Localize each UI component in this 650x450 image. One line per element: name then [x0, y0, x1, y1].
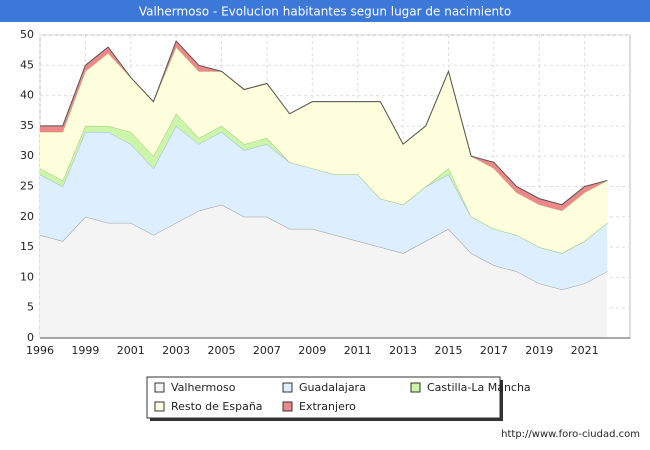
y-tick-label: 50: [20, 28, 34, 41]
x-tick-label: 2019: [525, 344, 553, 357]
legend-swatch: [282, 382, 293, 393]
area-edge: [40, 40, 608, 206]
x-tick-label: 2009: [298, 344, 326, 357]
y-tick-label: 35: [20, 119, 34, 132]
legend-label: Extranjero: [299, 400, 356, 413]
chart-title: Valhermoso - Evolucion habitantes segun …: [139, 5, 511, 19]
legend-label: Castilla-La Mancha: [427, 381, 531, 394]
legend-swatch: [410, 382, 421, 393]
legend-label: Resto de España: [171, 400, 263, 413]
y-tick-label: 30: [20, 149, 34, 162]
legend-swatch: [282, 401, 293, 412]
area: [40, 125, 608, 290]
legend-swatch: [154, 382, 165, 393]
title-bar: [0, 0, 650, 22]
area: [40, 47, 608, 254]
legend-label: Valhermoso: [171, 381, 236, 394]
y-tick-label: 15: [20, 240, 34, 253]
y-tick-label: 40: [20, 89, 34, 102]
x-tick-label: 2001: [117, 344, 145, 357]
x-tick-label: 2021: [571, 344, 599, 357]
x-tick-label: 2007: [253, 344, 281, 357]
y-tick-label: 25: [20, 180, 34, 193]
footer: http://www.foro-ciudad.com: [501, 429, 640, 440]
x-tick-label: 2005: [208, 344, 236, 357]
legend-swatch: [154, 401, 165, 412]
y-tick-label: 5: [27, 301, 34, 314]
x-tick-label: 2015: [434, 344, 462, 357]
y-tick-label: 0: [27, 331, 34, 344]
y-tick-label: 45: [20, 58, 34, 71]
area: [40, 204, 608, 338]
y-tick-label: 10: [20, 270, 34, 283]
x-tick-label: 2003: [162, 344, 190, 357]
legend-label: Guadalajara: [299, 381, 366, 394]
y-tick-label: 20: [20, 210, 34, 223]
x-tick-label: 1999: [71, 344, 99, 357]
area: [40, 41, 608, 211]
x-tick-label: 1996: [26, 344, 54, 357]
area: [40, 113, 608, 254]
x-tick-label: 2011: [344, 344, 372, 357]
legend: [146, 376, 501, 419]
x-tick-label: 2017: [480, 344, 508, 357]
x-tick-label: 2013: [389, 344, 417, 357]
